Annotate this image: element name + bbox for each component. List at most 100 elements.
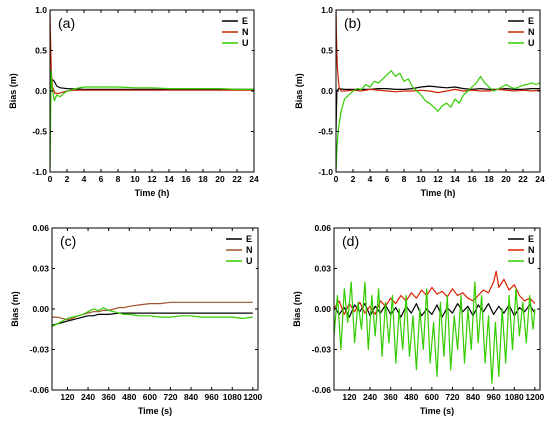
- y-axis-title: Bias (m): [8, 73, 18, 109]
- y-tick-label: -0.06: [312, 385, 332, 395]
- series-u-line: [50, 70, 254, 172]
- x-tick-label: 120: [342, 392, 356, 402]
- y-tick-label: 0.00: [32, 304, 49, 314]
- legend-label-u: U: [246, 256, 253, 266]
- series-n-line: [50, 10, 254, 94]
- x-tick-label: 20: [215, 174, 225, 184]
- series-n-line: [52, 301, 253, 321]
- x-tick-label: 840: [184, 392, 198, 402]
- x-tick-label: 4: [368, 174, 373, 184]
- x-tick-label: 22: [518, 174, 528, 184]
- legend-label-n: N: [528, 245, 535, 255]
- x-tick-label: 360: [102, 392, 116, 402]
- x-tick-label: 16: [467, 174, 477, 184]
- legend-label-n: N: [246, 245, 253, 255]
- x-tick-label: 960: [487, 392, 501, 402]
- y-tick-label: -1.0: [318, 167, 333, 177]
- x-tick-label: 16: [181, 174, 191, 184]
- panel-b: 0 2 4 6 8 10 12 14 16 18 20 22 24-1.0-0.50.00.51.0Ti…: [294, 5, 545, 198]
- legend-label-u: U: [528, 256, 535, 266]
- y-tick-label: 0.03: [314, 264, 331, 274]
- legend-label-e: E: [246, 234, 252, 244]
- y-tick-label: 0.0: [35, 86, 47, 96]
- legend-label-e: E: [528, 16, 534, 26]
- panel-c: 120 240 360 480 600 720 840 960 1080 1200 -0.06 -0.…: [10, 223, 263, 416]
- x-tick-label: 2: [351, 174, 356, 184]
- y-tick-label: 0.06: [314, 223, 331, 233]
- x-tick-label: 1080: [223, 392, 242, 402]
- x-tick-label: 1200: [243, 392, 262, 402]
- series-n-line: [336, 10, 540, 94]
- panel-label: (b): [344, 15, 361, 31]
- x-tick-label: 840: [466, 392, 480, 402]
- x-tick-label: 720: [163, 392, 177, 402]
- legend: ENU: [504, 232, 538, 269]
- legend-label-e: E: [528, 234, 534, 244]
- x-tick-label: 18: [198, 174, 208, 184]
- x-tick-label: 240: [363, 392, 377, 402]
- y-tick-label: 0.03: [32, 264, 49, 274]
- x-tick-label: 12: [433, 174, 443, 184]
- x-tick-label: 360: [384, 392, 398, 402]
- series-e-line: [50, 78, 254, 132]
- y-axis-title: Bias (m): [10, 291, 20, 327]
- panel-d: 120 240 360 480 600 720 840 960 1080 1200 -0.06 -0.…: [292, 223, 545, 416]
- x-tick-label: 6: [385, 174, 390, 184]
- x-tick-label: 10: [130, 174, 140, 184]
- x-tick-label: 6: [99, 174, 104, 184]
- y-tick-label: -0.03: [312, 345, 332, 355]
- legend: ENU: [222, 232, 256, 269]
- legend: ENU: [504, 14, 538, 51]
- x-tick-label: 2: [65, 174, 70, 184]
- x-tick-label: 0: [334, 174, 339, 184]
- series-group: [52, 301, 253, 328]
- x-tick-label: 18: [484, 174, 494, 184]
- x-tick-label: 14: [450, 174, 460, 184]
- legend-label-u: U: [242, 38, 249, 48]
- series-e-line: [52, 312, 253, 326]
- x-tick-label: 1200: [525, 392, 544, 402]
- x-axis-title: Time (h): [135, 188, 170, 198]
- x-tick-label: 24: [249, 174, 259, 184]
- legend-label-u: U: [528, 38, 535, 48]
- y-tick-label: 0.00: [314, 304, 331, 314]
- legend-label-n: N: [242, 27, 249, 37]
- x-tick-label: 600: [143, 392, 157, 402]
- y-tick-label: -0.06: [30, 385, 50, 395]
- y-tick-label: -0.5: [318, 127, 333, 137]
- x-tick-label: 4: [82, 174, 87, 184]
- legend-label-e: E: [242, 16, 248, 26]
- y-tick-label: 0.5: [321, 46, 333, 56]
- panel-label: (d): [342, 233, 359, 249]
- x-tick-label: 12: [147, 174, 157, 184]
- x-tick-label: 22: [232, 174, 242, 184]
- x-tick-label: 14: [164, 174, 174, 184]
- x-tick-label: 8: [116, 174, 121, 184]
- x-tick-label: 0: [48, 174, 53, 184]
- series-group: [334, 270, 536, 384]
- y-tick-label: -0.03: [30, 345, 50, 355]
- series-group: [336, 10, 540, 172]
- series-u-line: [52, 307, 253, 328]
- x-tick-label: 720: [445, 392, 459, 402]
- legend-label-n: N: [528, 27, 535, 37]
- x-axis-title: Time (s): [138, 406, 172, 416]
- x-tick-label: 240: [81, 392, 95, 402]
- series-u-line: [334, 281, 536, 384]
- x-tick-label: 600: [425, 392, 439, 402]
- x-tick-label: 8: [402, 174, 407, 184]
- series-n-line: [334, 270, 536, 315]
- y-axis-title: Bias (m): [294, 73, 304, 109]
- y-tick-label: -0.5: [32, 127, 47, 137]
- x-tick-label: 20: [501, 174, 511, 184]
- x-tick-label: 120: [60, 392, 74, 402]
- panel-label: (c): [60, 233, 76, 249]
- x-tick-label: 10: [416, 174, 426, 184]
- legend: ENU: [218, 14, 252, 51]
- panel-label: (a): [58, 15, 75, 31]
- x-tick-label: 24: [535, 174, 545, 184]
- y-tick-label: 0.0: [321, 86, 333, 96]
- series-u-line: [336, 70, 540, 172]
- x-tick-label: 480: [404, 392, 418, 402]
